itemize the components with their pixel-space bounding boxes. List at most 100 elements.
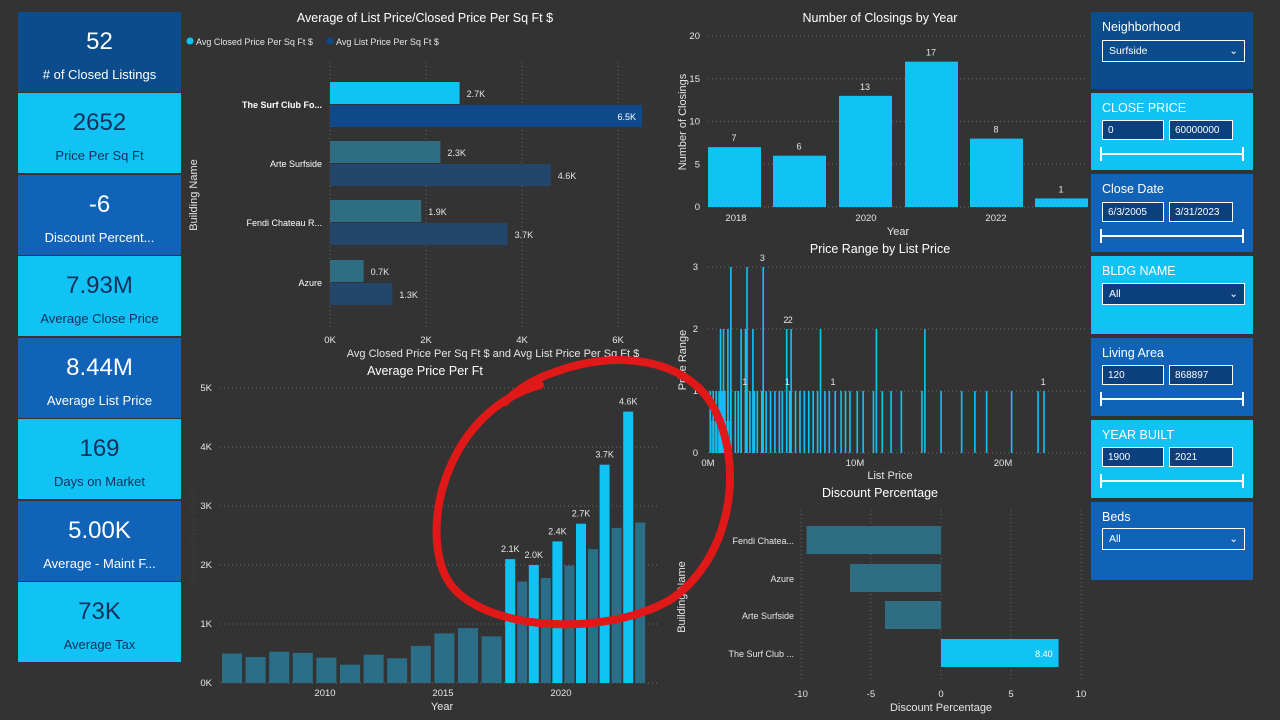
year-built-max-input[interactable]: 2021 [1169,447,1233,467]
close-date-max-input[interactable]: 3/31/2023 [1169,202,1233,222]
kpi-card: 5.00K Average - Maint F... [18,501,181,581]
data-label: 2.7K [467,89,486,99]
kpi-value: 169 [79,435,120,462]
chevron-down-icon: ⌄ [1229,45,1238,57]
close-date-min-input[interactable]: 6/3/2005 [1102,202,1164,222]
x-tick: 2015 [432,688,453,699]
price-bar [727,329,729,453]
bar [599,464,610,683]
living-area-slider[interactable] [1100,392,1244,406]
bar [269,651,290,683]
data-label: 8 [993,125,998,135]
price-bar [921,391,923,453]
bar [905,61,958,208]
x-tick: 0 [938,689,943,700]
data-label: 1.9K [428,207,447,217]
year-built-slider[interactable] [1100,474,1244,488]
beds-dropdown[interactable]: All ⌄ [1102,528,1245,550]
data-label: 4.6K [558,171,577,181]
kpi-card: 52 # of Closed Listings [18,12,181,92]
kpi-card: 2652 Price Per Sq Ft [18,93,181,173]
bar [330,141,441,163]
x-tick: 10M [846,458,865,469]
price-bar [824,391,826,453]
x-tick: 2020 [855,213,876,224]
y-tick: 2K [200,560,212,571]
data-label: 2.1K [501,544,520,554]
close-price-slider[interactable] [1100,147,1244,161]
chevron-down-icon: ⌄ [1229,288,1238,300]
y-tick: 0 [695,202,700,213]
y-tick: 5K [200,383,212,394]
beds-value: All [1109,533,1121,545]
y-axis-title: Number of Closings [677,73,689,170]
x-tick: 2022 [985,213,1006,224]
bar [292,652,313,683]
price-bar [760,391,763,453]
x-axis-title: Year [431,701,454,713]
x-tick: 0K [324,335,336,346]
neighborhood-filter: Neighborhood Surfside ⌄ [1091,12,1253,89]
year-built-min-input[interactable]: 1900 [1102,447,1164,467]
data-label: 4.6K [619,397,638,407]
kpi-card: -6 Discount Percent... [18,175,181,255]
data-label: 2 [783,315,788,325]
bar [330,260,364,282]
category-label: Azure [298,278,322,288]
bar [576,523,586,683]
price-bar [881,391,884,453]
living-area-label: Living Area [1102,346,1164,360]
data-label: 6.5K [617,112,636,122]
bldg-name-filter: BLDG NAME All ⌄ [1091,256,1253,334]
x-tick: 2020 [550,688,571,699]
y-tick: 3K [200,501,212,512]
x-tick: 4K [516,335,528,346]
price-bar [924,329,926,453]
data-label: 2.0K [525,550,544,560]
annotation-circle [432,356,734,629]
kpi-label: Discount Percent... [44,230,155,245]
bldg-name-dropdown[interactable]: All ⌄ [1102,283,1245,305]
bar [458,628,478,683]
x-tick: 20M [994,458,1013,469]
price-bar [840,391,842,453]
chart-title: Average Price Per Ft [367,364,483,378]
chart-title: Discount Percentage [822,486,938,500]
close-date-slider[interactable] [1100,229,1244,243]
price-bar [816,391,819,453]
data-label: 3 [760,253,765,263]
data-label: 1 [1058,184,1063,194]
bar [387,658,408,683]
price-bar [985,391,988,453]
price-bar [799,391,801,453]
x-tick: 0M [701,458,714,469]
year-built-label: YEAR BUILT [1102,428,1175,442]
data-label: 3.7K [595,450,614,460]
price-bar [781,391,784,453]
close-price-min-input[interactable]: 0 [1102,120,1164,140]
close-price-max-input[interactable]: 60000000 [1169,120,1233,140]
living-area-min-input[interactable]: 120 [1102,365,1164,385]
price-bar [794,391,797,453]
bar [552,541,563,683]
price-bar [756,391,759,453]
price-bar [785,329,788,453]
bar [773,155,826,207]
data-label: 13 [860,82,870,92]
bar [316,657,337,683]
bar [330,105,642,127]
bar [517,581,528,683]
neighborhood-label: Neighborhood [1102,20,1181,34]
kpi-label: Average Tax [63,637,136,652]
kpi-card: 169 Days on Market [18,419,181,499]
living-area-max-input[interactable]: 868897 [1169,365,1233,385]
y-tick: 20 [689,31,700,42]
neighborhood-dropdown[interactable]: Surfside ⌄ [1102,40,1245,62]
price-bar [940,391,942,453]
x-axis-title: Year [887,226,910,238]
data-label: 6 [796,142,801,152]
chart-title: Price Range by List Price [810,242,950,256]
year-built-filter: YEAR BUILT 1900 2021 [1091,420,1253,498]
price-bar [737,391,739,453]
y-tick: 5 [695,159,700,170]
